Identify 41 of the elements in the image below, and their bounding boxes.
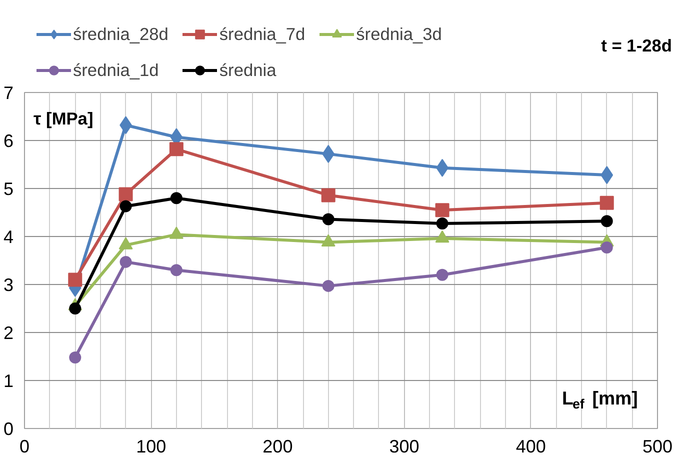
y-tick-label: 4 bbox=[3, 227, 14, 247]
x-tick-label: 300 bbox=[389, 436, 420, 456]
legend-label: średnia_1d bbox=[73, 59, 159, 81]
legend-label: średnia_28d bbox=[73, 23, 168, 45]
point bbox=[118, 187, 133, 202]
legend-label: średnia bbox=[219, 59, 276, 81]
x-tick-label: 500 bbox=[642, 436, 673, 456]
point bbox=[436, 268, 448, 281]
point bbox=[69, 302, 82, 314]
point bbox=[120, 200, 132, 212]
legend-label: średnia_7d bbox=[219, 23, 306, 45]
point bbox=[436, 218, 448, 230]
point bbox=[600, 166, 614, 184]
x-tick-label: 400 bbox=[516, 436, 546, 456]
point bbox=[120, 256, 132, 268]
y-tick-label: 7 bbox=[3, 83, 14, 103]
point bbox=[321, 188, 336, 202]
point bbox=[170, 192, 182, 204]
y-tick-label: 3 bbox=[3, 275, 14, 295]
y-axis-title: τ [MPa] bbox=[34, 108, 94, 128]
point bbox=[169, 142, 184, 156]
point bbox=[322, 144, 335, 163]
y-tick-label: 1 bbox=[3, 371, 14, 391]
x-tick-label: 200 bbox=[262, 436, 293, 456]
x-tick-label: 100 bbox=[136, 436, 166, 456]
point bbox=[600, 242, 613, 254]
x-tick-label: 0 bbox=[19, 436, 30, 456]
legend-label: średnia_3d bbox=[356, 23, 442, 45]
point bbox=[600, 215, 613, 228]
y-tick-label: 6 bbox=[3, 131, 14, 151]
point bbox=[600, 196, 614, 210]
point bbox=[322, 213, 334, 226]
point bbox=[69, 351, 82, 364]
y-tick-label: 2 bbox=[3, 323, 14, 343]
point bbox=[322, 280, 334, 292]
point bbox=[435, 203, 450, 218]
y-tick-label: 5 bbox=[3, 179, 14, 199]
point bbox=[68, 272, 82, 287]
y-tick-label: 0 bbox=[3, 419, 14, 439]
text: t = 1-28d bbox=[601, 36, 672, 56]
point bbox=[170, 264, 182, 276]
